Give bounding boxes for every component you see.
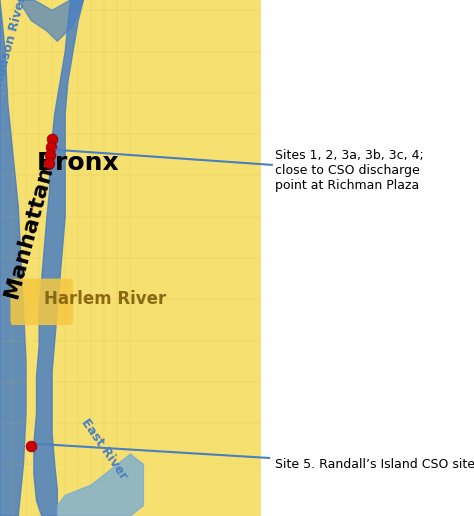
Point xyxy=(47,143,55,151)
Point xyxy=(46,151,54,159)
Polygon shape xyxy=(34,0,83,516)
Text: Harlem River: Harlem River xyxy=(45,291,166,308)
Point xyxy=(27,442,35,450)
Polygon shape xyxy=(18,0,83,41)
Text: Site 5. Randall’s Island CSO site: Site 5. Randall’s Island CSO site xyxy=(38,444,474,471)
Text: Hudson River: Hudson River xyxy=(0,0,29,88)
Text: Sites 1, 2, 3a, 3b, 3c, 4;
close to CSO discharge
point at Richman Plaza: Sites 1, 2, 3a, 3b, 3c, 4; close to CSO … xyxy=(56,149,424,192)
Point xyxy=(45,158,53,167)
Text: Manhattan: Manhattan xyxy=(1,164,56,300)
Polygon shape xyxy=(0,0,26,516)
Text: Bronx: Bronx xyxy=(37,151,119,174)
Polygon shape xyxy=(57,454,144,516)
Text: East River: East River xyxy=(79,416,130,482)
Point xyxy=(48,135,56,143)
FancyBboxPatch shape xyxy=(10,279,73,325)
